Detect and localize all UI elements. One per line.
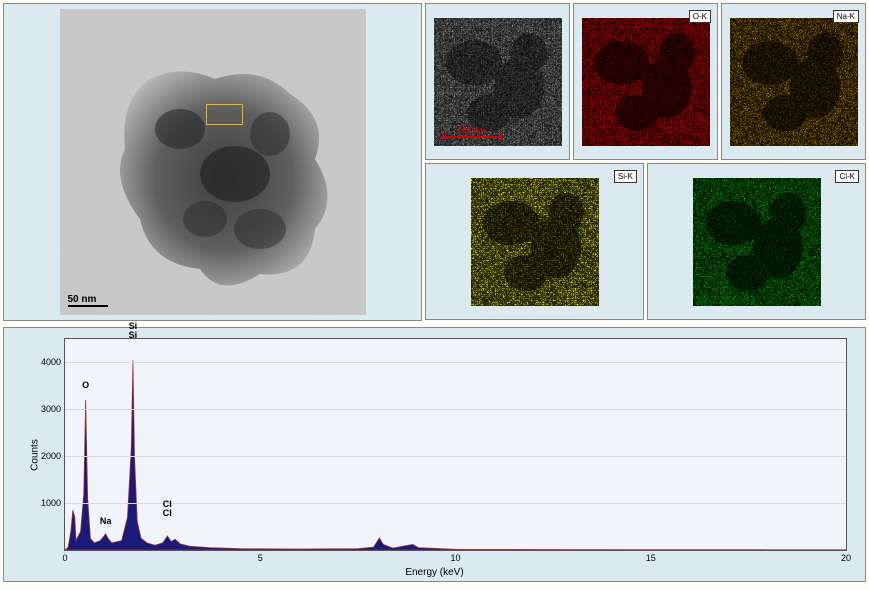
spectrum-svg xyxy=(65,339,846,550)
gridline xyxy=(65,456,846,457)
map-panel-na-k: Na-K xyxy=(721,3,866,160)
map-label: Na-K xyxy=(833,10,859,23)
tem-scale-line xyxy=(68,305,108,307)
tem-roi-box xyxy=(206,104,243,125)
inset-scale-text: 100 nm xyxy=(442,126,502,135)
ytick-label: 2000 xyxy=(41,451,65,461)
spectrum-trace xyxy=(65,360,846,550)
map-image xyxy=(582,18,710,146)
maps-row-2: Si-K Cl-K xyxy=(425,163,866,320)
map-label: Si-K xyxy=(614,170,637,183)
gridline xyxy=(65,409,846,410)
gridline xyxy=(65,362,846,363)
peak-label-cl: ClCl xyxy=(163,500,172,518)
map-label: Cl-K xyxy=(835,170,859,183)
map-panel-cl-k: Cl-K xyxy=(647,163,866,320)
tem-svg xyxy=(60,9,366,315)
map-image xyxy=(693,178,821,306)
y-axis-label: Counts xyxy=(29,439,40,471)
spectrum-panel: Counts Energy (keV) 1000 2000 3000 4000 0 5 10… xyxy=(3,327,866,582)
xtick-label: 10 xyxy=(450,550,460,563)
ytick-label: 3000 xyxy=(41,404,65,414)
map-panel-si-k: Si-K xyxy=(425,163,644,320)
xtick-label: 0 xyxy=(62,550,67,563)
xtick-label: 15 xyxy=(646,550,656,563)
top-row: 50 nm 100 nm O-K Na-K Si-K Cl-K xyxy=(0,0,869,324)
tem-panel: 50 nm xyxy=(3,3,422,321)
xtick-label: 5 xyxy=(258,550,263,563)
peak-label-si: SiSi xyxy=(129,322,138,340)
peak-label-na: Na xyxy=(100,516,112,526)
tem-image: 50 nm xyxy=(60,9,366,315)
map-image xyxy=(730,18,858,146)
x-axis-label: Energy (keV) xyxy=(405,567,463,578)
map-panel-haadf: 100 nm xyxy=(425,3,570,160)
gridline xyxy=(65,503,846,504)
maps-row-1: 100 nm O-K Na-K xyxy=(425,3,866,160)
ytick-label: 1000 xyxy=(41,498,65,508)
tem-scale-bar: 50 nm xyxy=(68,294,108,307)
tem-scale-text: 50 nm xyxy=(68,294,108,305)
xtick-label: 20 xyxy=(841,550,851,563)
ytick-label: 4000 xyxy=(41,357,65,367)
peak-label-o: O xyxy=(82,380,89,390)
map-image: 100 nm xyxy=(434,18,562,146)
map-panel-o-k: O-K xyxy=(573,3,718,160)
map-image xyxy=(471,178,599,306)
map-label: O-K xyxy=(689,10,711,23)
elemental-maps-grid: 100 nm O-K Na-K Si-K Cl-K xyxy=(425,3,866,321)
spectrum-plot-area: 100020003000400005101520ONaSiSiClCl xyxy=(64,338,847,551)
inset-scale-bar: 100 nm xyxy=(442,136,502,138)
